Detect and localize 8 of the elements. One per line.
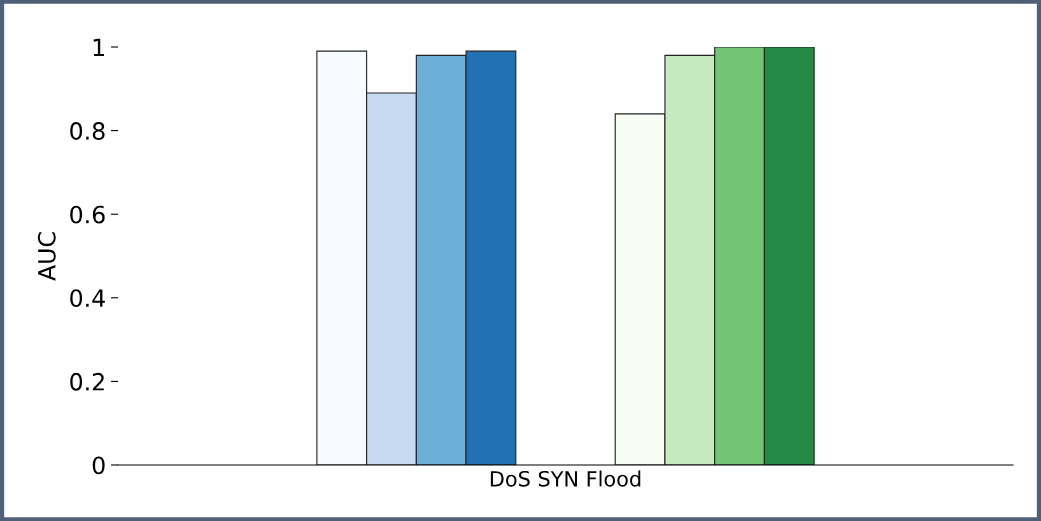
y-tick-label: 1 bbox=[93, 38, 105, 56]
y-tick-label: 0 bbox=[92, 456, 105, 475]
y-tick-label: 0.2 bbox=[70, 372, 104, 391]
y-tick-label: 0.6 bbox=[70, 205, 105, 224]
y-tick-label: 0.8 bbox=[70, 122, 105, 140]
x-tick-label: DoS SYN Flood bbox=[490, 470, 641, 487]
y-axis-title: AUC bbox=[37, 232, 56, 281]
y-tick-label: 0.4 bbox=[70, 289, 105, 308]
